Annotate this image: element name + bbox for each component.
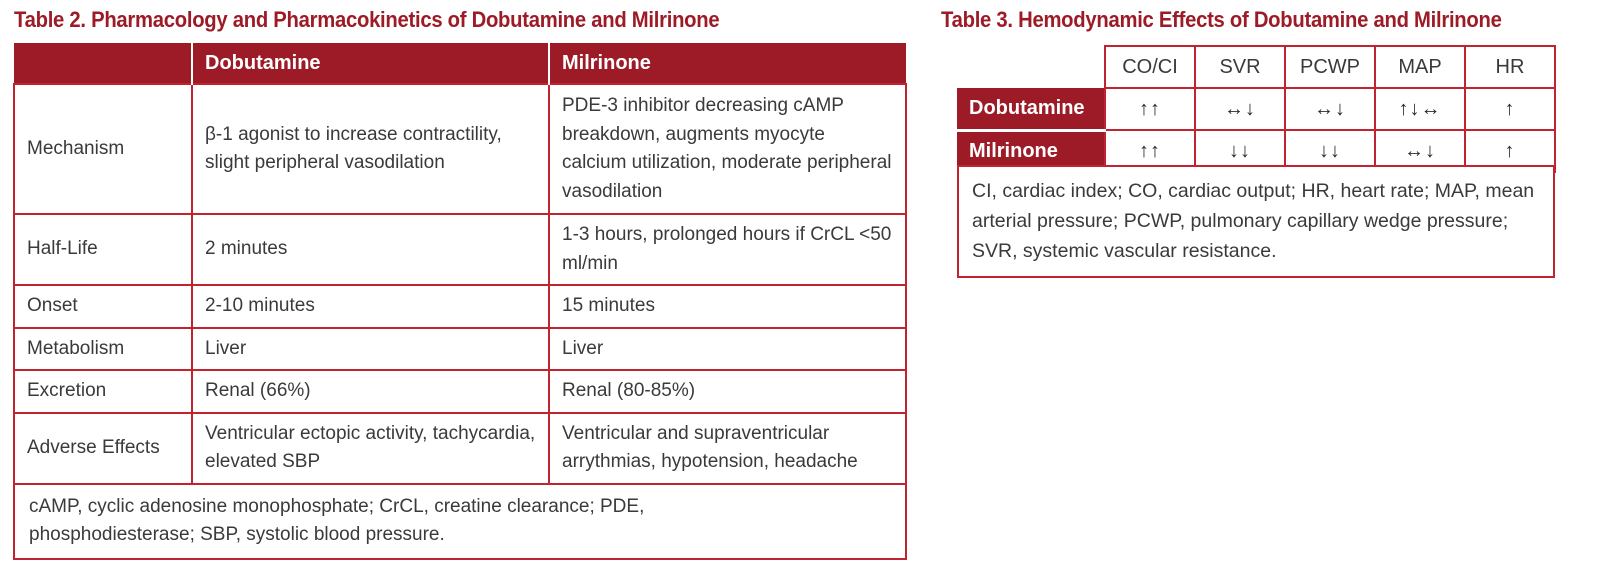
table2-footnote: cAMP, cyclic adenosine monophosphate; Cr… xyxy=(29,495,645,546)
table3-col-header-map: MAP xyxy=(1374,45,1466,89)
table3-col-header-coci: CO/CI xyxy=(1104,45,1196,89)
table2-header-row: Dobutamine Milrinone xyxy=(14,43,906,84)
table3-col-header-svr: SVR xyxy=(1194,45,1286,89)
cell-half-life-dobutamine: 2 minutes xyxy=(191,213,550,286)
table-row-adverse-effects: Adverse Effects Ventricular ectopic acti… xyxy=(13,411,907,485)
row-label: Excretion xyxy=(13,369,193,414)
table3-col-header-hr: HR xyxy=(1464,45,1556,89)
table2-col-header-dobutamine: Dobutamine xyxy=(191,43,549,84)
row-label: Adverse Effects xyxy=(13,411,193,485)
cell-adverse-dobutamine: Ventricular ectopic activity, tachycardi… xyxy=(191,411,550,485)
cell-half-life-milrinone: 1-3 hours, prolonged hours if CrCL <50 m… xyxy=(548,213,907,286)
cell-mechanism-dobutamine: β-1 agonist to increase contractility, s… xyxy=(191,83,550,215)
table2: Dobutamine Milrinone Mechanism β-1 agoni… xyxy=(13,43,907,560)
row-label: Onset xyxy=(13,284,193,329)
cell-metabolism-dobutamine: Liver xyxy=(191,326,550,371)
cell-excretion-dobutamine: Renal (66%) xyxy=(191,369,550,414)
table3-corner-cell xyxy=(957,46,1105,88)
cell-onset-dobutamine: 2-10 minutes xyxy=(191,284,550,329)
row-label-dobutamine: Dobutamine xyxy=(957,88,1105,130)
cell-dobutamine-pcwp: ↔↓ xyxy=(1284,87,1376,131)
table2-footnote-cell: cAMP, cyclic adenosine monophosphate; Cr… xyxy=(13,482,907,560)
cell-mechanism-milrinone: PDE-3 inhibitor decreasing cAMP breakdow… xyxy=(548,83,907,215)
cell-onset-milrinone: 15 minutes xyxy=(548,284,907,329)
table2-col-header-milrinone: Milrinone xyxy=(548,43,906,84)
table-row-metabolism: Metabolism Liver Liver xyxy=(13,326,907,371)
cell-dobutamine-svr: ↔↓ xyxy=(1194,87,1286,131)
table-row-half-life: Half-Life 2 minutes 1-3 hours, prolonged… xyxy=(13,213,907,286)
table-row-excretion: Excretion Renal (66%) Renal (80-85%) xyxy=(13,369,907,414)
table2-footnote-row: cAMP, cyclic adenosine monophosphate; Cr… xyxy=(13,482,907,560)
table2-corner-cell xyxy=(14,43,192,84)
table-row-dobutamine: Dobutamine ↑↑ ↔↓ ↔↓ ↑↓↔ ↑ xyxy=(957,87,1556,131)
table2-title: Table 2. Pharmacology and Pharmacokineti… xyxy=(14,7,720,32)
table3-footnote: CI, cardiac index; CO, cardiac output; H… xyxy=(957,165,1555,278)
row-label: Metabolism xyxy=(13,326,193,371)
cell-metabolism-milrinone: Liver xyxy=(548,326,907,371)
table-row-onset: Onset 2-10 minutes 15 minutes xyxy=(13,284,907,329)
table3-title: Table 3. Hemodynamic Effects of Dobutami… xyxy=(941,7,1502,32)
row-label: Half-Life xyxy=(13,213,193,286)
cell-dobutamine-hr: ↑ xyxy=(1464,87,1556,131)
cell-dobutamine-coci: ↑↑ xyxy=(1104,87,1196,131)
table3-header-row: CO/CI SVR PCWP MAP HR xyxy=(957,45,1556,89)
table3-col-header-pcwp: PCWP xyxy=(1284,45,1376,89)
cell-adverse-milrinone: Ventricular and supraventricular arrythm… xyxy=(548,411,907,485)
table-row-mechanism: Mechanism β-1 agonist to increase contra… xyxy=(13,83,907,215)
table3: CO/CI SVR PCWP MAP HR Dobutamine ↑↑ ↔↓ ↔… xyxy=(957,45,1556,173)
cell-dobutamine-map: ↑↓↔ xyxy=(1374,87,1466,131)
row-label: Mechanism xyxy=(13,83,193,215)
cell-excretion-milrinone: Renal (80-85%) xyxy=(548,369,907,414)
